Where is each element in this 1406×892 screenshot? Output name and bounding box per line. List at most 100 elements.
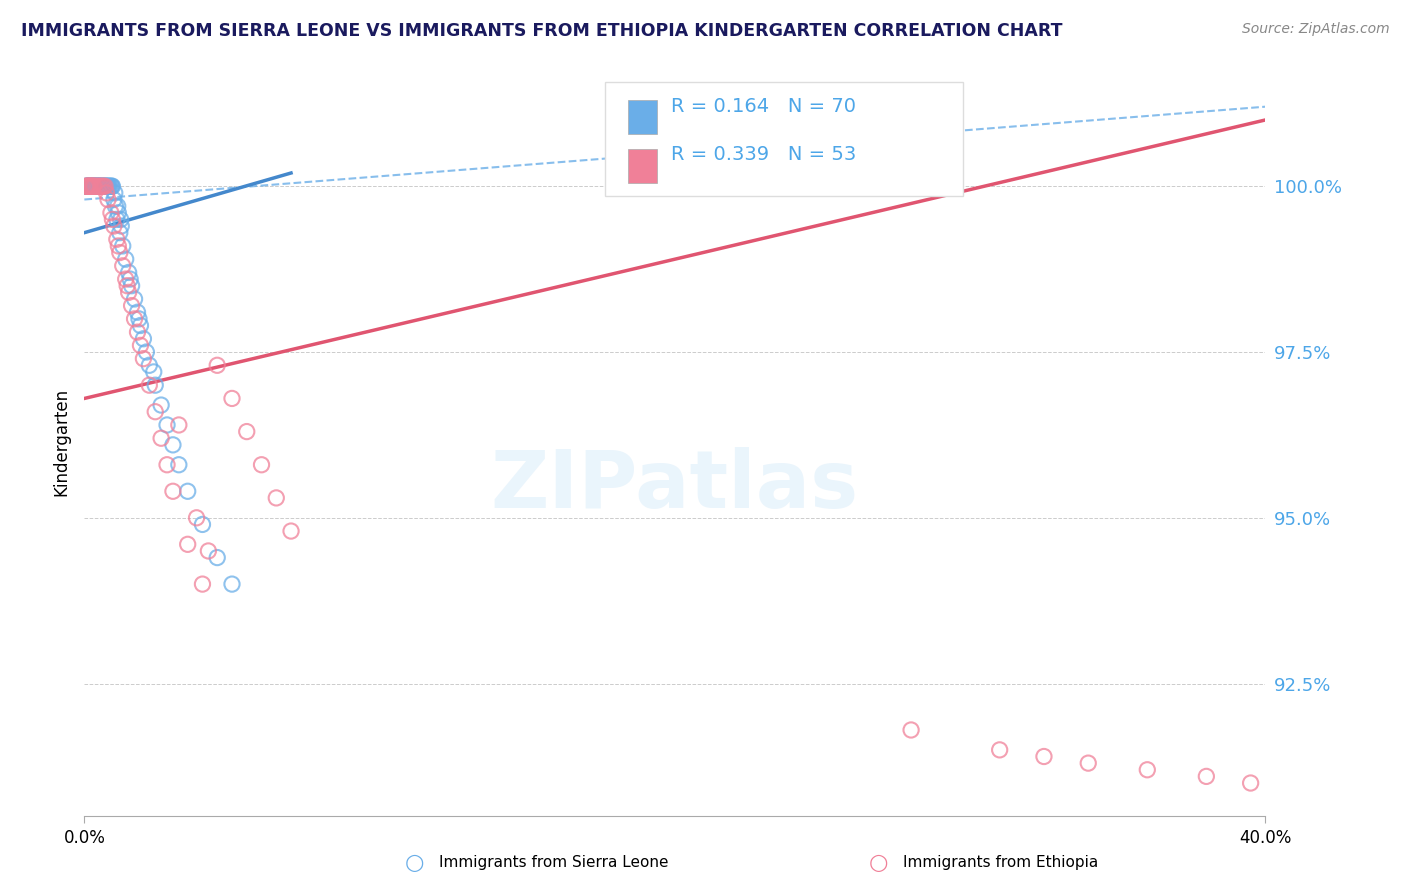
Point [118,285,141,300]
Point [101,179,124,194]
Point [162,484,184,499]
Point [207,550,229,565]
Point [94,179,117,194]
Point [80,179,103,194]
Text: ZIPatlas: ZIPatlas [491,448,859,525]
Point [79,179,101,194]
Point [1195,769,1218,783]
Point [900,723,922,737]
Point [236,425,259,439]
Point [177,537,200,551]
Point [124,292,146,306]
Text: R = 0.339   N = 53: R = 0.339 N = 53 [671,145,856,164]
Text: Immigrants from Ethiopia: Immigrants from Ethiopia [903,855,1098,870]
Point [83,179,105,194]
Point [127,325,149,339]
Point [105,232,128,246]
Y-axis label: Kindergarten: Kindergarten [52,387,70,496]
Point [75,179,97,194]
Point [80,179,103,194]
Point [82,179,104,194]
Point [91,179,114,194]
Point [121,278,143,293]
Point [90,179,112,194]
Point [114,272,136,286]
Point [118,265,141,279]
Point [132,351,155,366]
Point [197,544,219,558]
Point [1240,776,1263,790]
Point [250,458,273,472]
Point [142,365,165,379]
Point [191,577,214,591]
Point [94,179,117,194]
Point [96,179,118,194]
Point [104,186,127,200]
Point [93,179,115,194]
Point [156,417,179,432]
Point [100,206,122,220]
Point [132,332,155,346]
Point [129,318,152,333]
Text: R = 0.164   N = 70: R = 0.164 N = 70 [671,97,856,116]
Point [86,179,108,194]
Point [121,299,143,313]
Point [191,517,214,532]
Text: ○: ○ [405,853,425,872]
Text: IMMIGRANTS FROM SIERRA LEONE VS IMMIGRANTS FROM ETHIOPIA KINDERGARTEN CORRELATIO: IMMIGRANTS FROM SIERRA LEONE VS IMMIGRAN… [21,22,1063,40]
Point [97,179,120,194]
Text: Immigrants from Sierra Leone: Immigrants from Sierra Leone [439,855,668,870]
Point [76,179,98,194]
Point [156,458,179,472]
Point [96,186,118,200]
Point [82,179,104,194]
Point [111,239,134,253]
Point [177,484,200,499]
Point [80,179,103,194]
Point [89,179,111,194]
Point [138,378,160,392]
Point [120,272,142,286]
Point [90,179,112,194]
Point [105,212,128,227]
Point [80,179,103,194]
Point [87,179,111,194]
Point [90,179,112,194]
Point [135,345,157,359]
Point [1033,749,1056,764]
Point [76,179,98,194]
Point [100,179,122,194]
Point [207,359,229,373]
Point [114,252,136,267]
Point [111,259,134,273]
Point [77,179,100,194]
Point [104,199,127,213]
Point [77,179,100,194]
Point [84,179,107,194]
Point [150,431,173,445]
Text: Source: ZipAtlas.com: Source: ZipAtlas.com [1241,22,1389,37]
Point [221,392,243,406]
Point [98,179,121,194]
Point [221,577,243,591]
Point [1136,763,1159,777]
Text: ○: ○ [869,853,889,872]
Point [101,179,124,194]
Point [107,239,129,253]
Point [108,245,131,260]
Point [97,193,120,207]
Point [77,179,100,194]
Point [110,212,132,227]
Point [143,405,166,419]
Point [107,199,129,213]
Point [280,524,302,538]
Point [186,510,208,524]
Point [129,338,152,352]
Point [138,359,160,373]
Point [79,179,101,194]
Point [86,179,108,194]
Point [93,179,115,194]
Point [84,179,107,194]
Point [143,378,166,392]
Point [83,179,105,194]
